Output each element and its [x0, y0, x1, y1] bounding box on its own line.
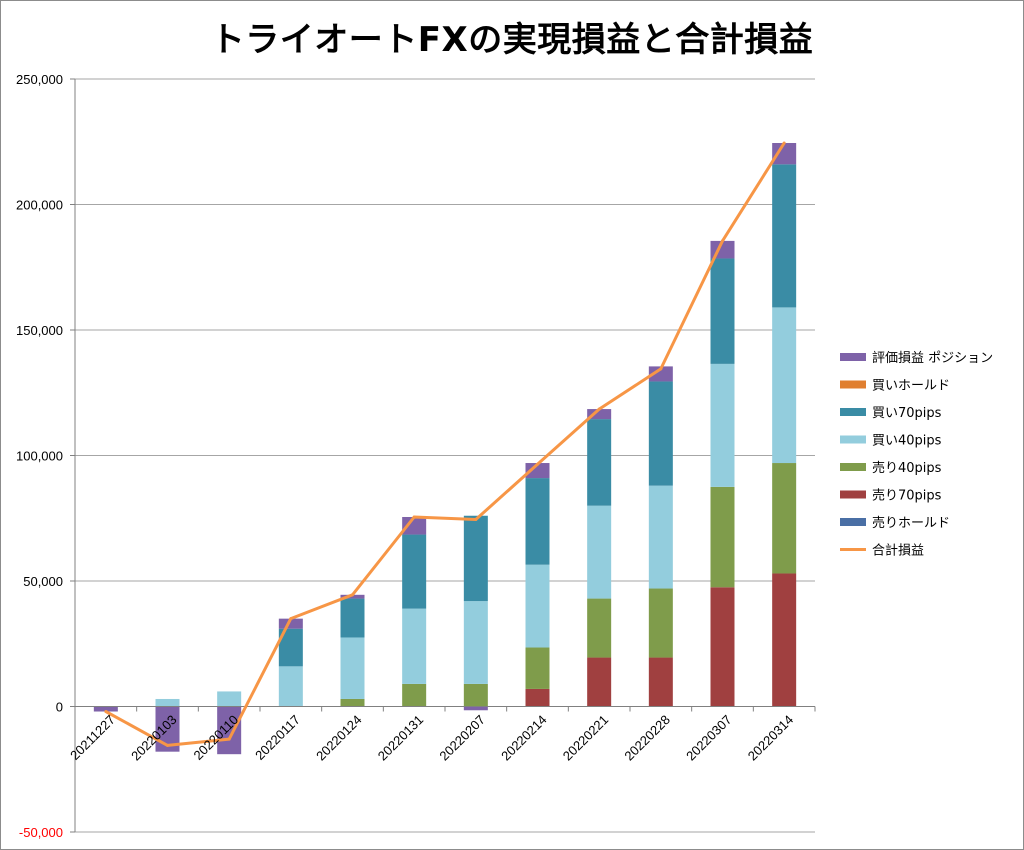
x-tick-label: 20220131 [375, 712, 427, 764]
x-tick-label: 20220307 [683, 712, 735, 764]
bar-segment [525, 647, 550, 689]
bar-segment [463, 683, 488, 707]
bar-segment [463, 706, 488, 711]
bar-segment [710, 363, 735, 487]
bar-segment [525, 463, 550, 479]
legend-swatch [840, 353, 866, 361]
legend-swatch [840, 435, 866, 444]
bar-segment [587, 505, 612, 599]
bar-segment [278, 618, 303, 629]
bar-segment [710, 486, 735, 588]
legend-label: 買いホールド [872, 379, 950, 394]
legend-label: 売りホールド [872, 515, 950, 531]
bar-segment [402, 683, 427, 707]
total-line-point [782, 141, 786, 145]
bar-segment [340, 698, 365, 707]
bar-segment [587, 598, 612, 658]
bar-segment [402, 608, 427, 684]
legend-label: 売り40pips [872, 460, 942, 476]
total-line-point [597, 407, 601, 411]
legend-label: 買い40pips [872, 434, 942, 449]
x-tick-label: 20220221 [560, 712, 612, 764]
bar-segment [463, 601, 488, 684]
total-line-point [289, 617, 293, 621]
legend-swatch [840, 380, 866, 389]
legend-label: 合計損益 [872, 543, 924, 559]
bar-segment [340, 598, 365, 638]
bar-segment [648, 588, 673, 658]
x-tick-label: 20220314 [745, 712, 797, 764]
total-line-point [227, 737, 231, 741]
total-line-point [721, 239, 724, 243]
bar-segment [278, 666, 303, 707]
bar-segment [217, 691, 242, 707]
y-tick-label: 200,000 [16, 198, 63, 213]
chart-title: トライオートFXの実現損益と合計損益 [210, 20, 814, 60]
y-tick-label: 100,000 [16, 449, 63, 464]
bar-segment [648, 657, 673, 707]
bar-segment [648, 485, 673, 589]
x-tick-label: 20220228 [621, 712, 673, 764]
total-line-point [474, 518, 478, 522]
bar-segment [772, 463, 797, 574]
bar-segment [340, 594, 365, 599]
bar-segment [587, 657, 612, 707]
legend-swatch [840, 463, 866, 471]
bar-segment [772, 307, 797, 464]
bar-segment [710, 587, 735, 707]
x-tick-label: 20220207 [436, 712, 488, 764]
bars-layer [93, 143, 797, 755]
legend-label: 買い70pips [872, 406, 942, 421]
bar-segment [93, 706, 118, 712]
total-line [105, 142, 786, 747]
bar-segment [587, 419, 612, 506]
legend-swatch [840, 408, 866, 416]
bar-segment [772, 143, 797, 165]
bar-segment [402, 516, 427, 535]
x-tick-label: 20220214 [498, 712, 550, 764]
bar-segment [710, 258, 735, 364]
legend-label: 売り70pips [872, 488, 942, 504]
x-tick-label: 20220117 [252, 712, 303, 763]
bar-segment [772, 573, 797, 707]
total-line-layer [104, 141, 786, 747]
bar-segment [402, 534, 427, 609]
y-tick-label: -50,000 [19, 825, 63, 840]
bar-segment [340, 637, 365, 699]
total-line-point [166, 743, 169, 747]
bar-segment [217, 706, 242, 755]
bar-segment [463, 515, 488, 602]
legend-swatch [840, 490, 866, 499]
bar-segment [525, 688, 550, 707]
total-line-point [412, 515, 416, 519]
legend-label: 評価損益 ポジション [872, 351, 993, 366]
y-tick-label: 50,000 [23, 574, 63, 589]
y-tick-label: 0 [56, 700, 63, 715]
bar-segment [587, 409, 612, 420]
gridlines [75, 78, 815, 833]
total-line-point [659, 367, 663, 371]
total-line-point [536, 462, 539, 466]
y-tick-label: 150,000 [16, 323, 63, 338]
x-tick-label: 20220124 [313, 712, 365, 764]
legend-swatch [840, 518, 866, 526]
y-tick-label: 250,000 [16, 72, 63, 87]
bar-segment [772, 164, 797, 308]
axes-layer [70, 78, 816, 833]
bar-segment [525, 564, 550, 648]
bar-segment [525, 478, 550, 565]
bar-segment [648, 366, 673, 382]
total-line-point [351, 593, 354, 597]
bar-segment [155, 698, 180, 707]
y-axis-ticks: -50,000 0 50,000 100,000 150,000 200,000 250,0… [16, 72, 63, 840]
total-line-point [104, 710, 108, 714]
bar-segment [648, 381, 673, 486]
